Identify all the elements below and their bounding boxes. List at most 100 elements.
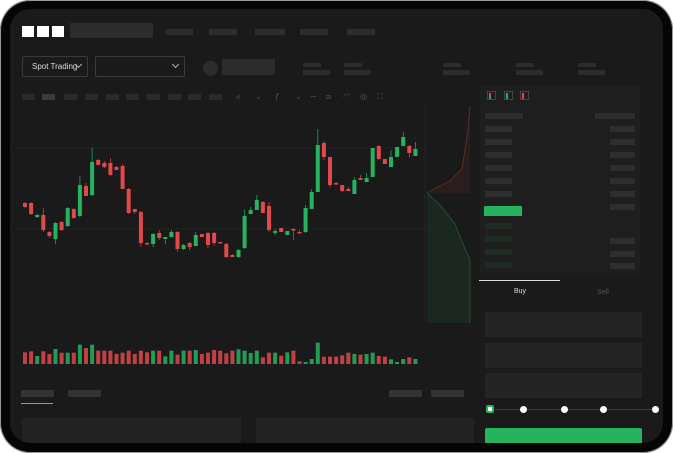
bid-amount[interactable]	[610, 251, 635, 257]
total-input[interactable]	[485, 373, 642, 398]
buy-tab[interactable]: Buy	[513, 288, 527, 295]
app-screen: Spot Trading ⩘ ⌄ ƒ ⌄ ∼ ⧄ ◠ ◎ ⛶ Buy Sell	[10, 9, 663, 443]
timeframe-button[interactable]	[209, 94, 222, 100]
timeframe-button[interactable]	[85, 94, 98, 100]
timeframe-button[interactable]	[106, 94, 119, 100]
leverage-slider-track[interactable]	[488, 409, 658, 410]
candle-body	[236, 250, 241, 257]
orderbook-header[interactable]	[485, 113, 523, 119]
slider-step[interactable]	[520, 406, 527, 413]
ask-price[interactable]	[485, 178, 512, 184]
fullscreen-icon[interactable]: ⛶	[377, 92, 383, 101]
bottom-tab-history[interactable]	[68, 390, 101, 397]
ask-amount[interactable]	[610, 152, 635, 158]
stat-label	[516, 63, 534, 67]
bid-price[interactable]	[485, 262, 512, 268]
timeframe-button[interactable]	[64, 94, 77, 100]
timeframe-button[interactable]	[147, 94, 160, 100]
formula-icon[interactable]: ƒ	[275, 92, 280, 101]
timeframe-button[interactable]	[188, 94, 201, 100]
bid-amount[interactable]	[610, 238, 635, 244]
candle	[65, 207, 70, 227]
bottom-action[interactable]	[431, 390, 464, 397]
market-type-dropdown[interactable]: Spot Trading	[22, 56, 88, 77]
ask-price[interactable]	[485, 165, 512, 171]
last-price[interactable]	[484, 206, 522, 216]
settings-icon[interactable]: ◎	[360, 92, 367, 101]
volume-bar	[401, 359, 406, 364]
search-bar[interactable]	[70, 23, 153, 38]
ask-amount[interactable]	[610, 165, 635, 171]
indicator-icon[interactable]: ⩘	[235, 92, 240, 101]
candle-body	[138, 212, 143, 243]
candle	[358, 175, 363, 180]
volume-bar	[114, 354, 119, 364]
candle-body	[315, 145, 320, 192]
candle-body	[285, 231, 290, 235]
chevron-down-icon[interactable]: ⌄	[295, 92, 302, 101]
bid-price[interactable]	[485, 249, 512, 255]
candlestick-chart[interactable]	[10, 9, 480, 379]
ask-price[interactable]	[485, 126, 512, 132]
okx-logo[interactable]	[22, 26, 64, 37]
ask-amount[interactable]	[610, 178, 635, 184]
bottom-tab-orders[interactable]	[21, 390, 54, 397]
slider-step[interactable]	[561, 406, 568, 413]
candle	[315, 129, 320, 192]
slider-step[interactable]	[652, 406, 659, 413]
orderbook-header[interactable]	[595, 113, 635, 119]
candle	[193, 232, 198, 246]
buy-button[interactable]	[485, 428, 642, 443]
ask-price[interactable]	[485, 139, 512, 145]
volume-bar	[126, 350, 131, 364]
volume-bar	[328, 356, 332, 364]
volume-bar	[120, 352, 125, 364]
candle	[138, 211, 143, 247]
ask-amount[interactable]	[610, 139, 635, 145]
ask-amount[interactable]	[610, 126, 635, 132]
candle	[169, 230, 174, 237]
candle	[303, 205, 308, 233]
sell-tab[interactable]: Sell	[597, 289, 609, 296]
ask-price[interactable]	[485, 152, 512, 158]
bottom-action[interactable]	[389, 390, 422, 397]
ruler-icon[interactable]: ⧄	[326, 92, 332, 101]
volume-bar	[163, 356, 168, 364]
line-tool-icon[interactable]: ∼	[310, 92, 317, 101]
candle-body	[230, 255, 235, 257]
camera-icon[interactable]: ◠	[343, 92, 350, 101]
nav-item[interactable]	[255, 29, 285, 35]
ask-price[interactable]	[485, 191, 512, 197]
ask-amount[interactable]	[610, 204, 635, 210]
candle	[90, 148, 95, 196]
stat-label	[443, 63, 461, 67]
orderbook-both-icon[interactable]	[487, 91, 496, 100]
pair-dropdown[interactable]	[95, 56, 185, 77]
bid-price[interactable]	[485, 223, 512, 229]
ask-amount[interactable]	[610, 191, 635, 197]
nav-item[interactable]	[209, 29, 237, 35]
indicator-dropdown-icon[interactable]: ⌄	[255, 92, 262, 101]
volume-bar	[71, 352, 76, 364]
slider-step[interactable]	[600, 406, 607, 413]
slider-step-selected[interactable]	[486, 405, 494, 413]
nav-item[interactable]	[165, 29, 193, 35]
orderbook-buy-icon[interactable]	[504, 91, 513, 100]
amount-input[interactable]	[485, 343, 642, 368]
timeframe-button[interactable]	[22, 94, 35, 100]
nav-item[interactable]	[300, 29, 328, 35]
price-input[interactable]	[485, 312, 642, 337]
timeframe-button[interactable]	[168, 94, 181, 100]
candle-body	[193, 235, 198, 246]
nav-item[interactable]	[347, 29, 375, 35]
timeframe-button[interactable]	[126, 94, 139, 100]
candle-body	[175, 232, 180, 249]
bid-amount[interactable]	[610, 263, 635, 269]
candle-body	[334, 183, 339, 185]
volume-bar	[157, 350, 162, 364]
bid-price[interactable]	[485, 236, 512, 242]
timeframe-button[interactable]	[42, 94, 55, 100]
orderbook-sell-icon[interactable]	[520, 91, 529, 100]
candle	[352, 177, 357, 194]
volume-bar	[132, 354, 137, 364]
